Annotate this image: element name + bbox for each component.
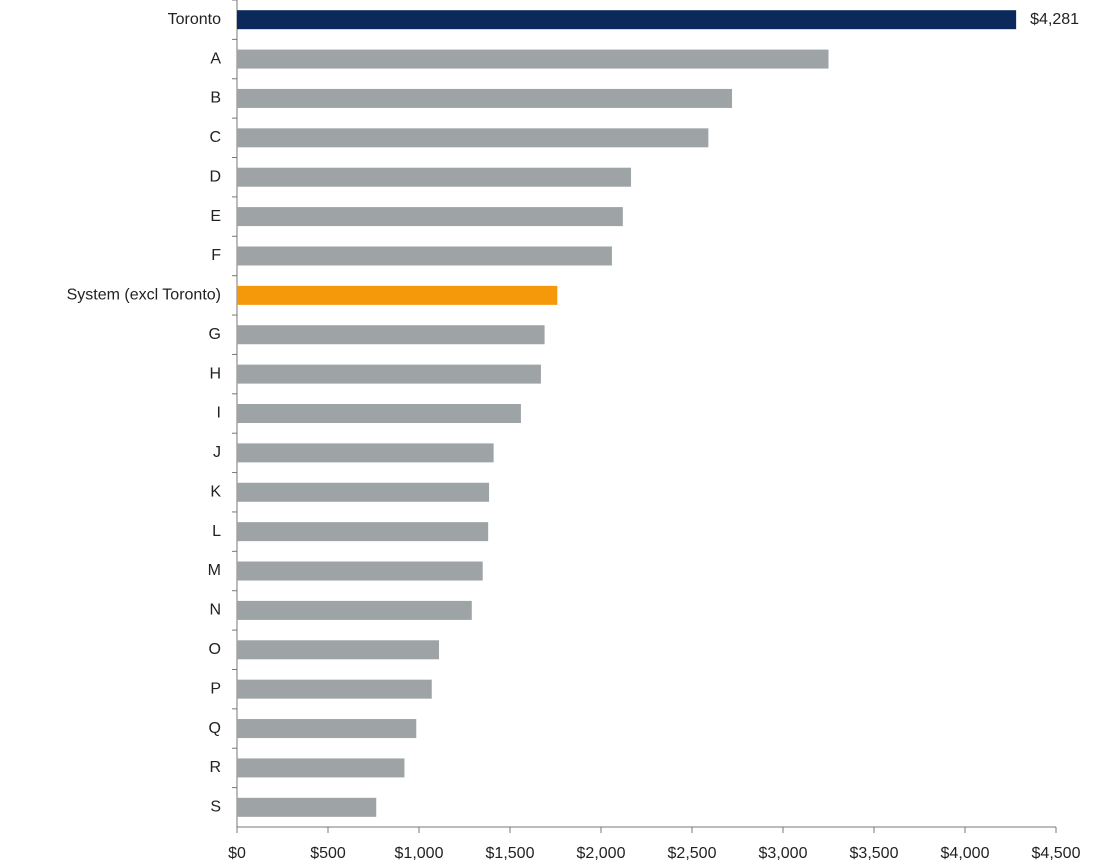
y-tick-label: L: [212, 523, 221, 540]
y-tick-label: M: [208, 562, 221, 579]
x-tick-label: $0: [228, 845, 246, 862]
y-tick-label: N: [209, 602, 221, 619]
bar: [237, 10, 1017, 30]
y-tick-label: D: [209, 168, 221, 185]
value-label: $4,281: [1030, 11, 1079, 28]
bar: [237, 364, 541, 384]
bar: [237, 561, 483, 581]
bar: [237, 128, 709, 148]
y-tick-label: R: [209, 759, 221, 776]
y-tick-label: System (excl Toronto): [67, 287, 221, 304]
y-tick-label: B: [210, 90, 221, 107]
y-tick-label: Toronto: [168, 11, 221, 28]
y-tick-label: A: [210, 50, 221, 67]
x-tick-label: $1,500: [486, 845, 535, 862]
bar: [237, 207, 623, 227]
y-tick-label: F: [211, 247, 221, 264]
y-tick-label: I: [217, 405, 221, 422]
y-tick-label: H: [209, 365, 221, 382]
x-tick-label: $2,500: [668, 845, 717, 862]
bar: [237, 797, 377, 817]
y-tick-label: P: [210, 680, 221, 697]
bar: [237, 325, 545, 345]
bar: [237, 88, 733, 108]
bar: [237, 522, 489, 542]
bar: [237, 640, 440, 660]
bar: [237, 285, 558, 305]
y-tick-label: E: [210, 208, 221, 225]
x-tick-label: $3,500: [850, 845, 899, 862]
bar: [237, 49, 829, 69]
y-tick-label: K: [210, 483, 221, 500]
bar: [237, 758, 405, 778]
x-tick-label: $2,000: [577, 845, 626, 862]
y-tick-label: Q: [209, 720, 221, 737]
x-tick-label: $3,000: [759, 845, 808, 862]
x-tick-label: $500: [310, 845, 346, 862]
bar: [237, 679, 432, 699]
x-tick-label: $4,000: [941, 845, 990, 862]
bar: [237, 482, 490, 502]
bar: [237, 719, 417, 739]
y-tick-label: J: [213, 444, 221, 461]
y-tick-label: C: [209, 129, 221, 146]
bar: [237, 443, 494, 463]
bar: [237, 404, 521, 423]
y-tick-label: O: [209, 641, 221, 658]
bar: [237, 167, 632, 187]
x-tick-label: $1,000: [395, 845, 444, 862]
x-tick-label: $4,500: [1032, 845, 1081, 862]
bar: [237, 600, 472, 620]
bar: [237, 246, 612, 266]
y-tick-label: S: [210, 799, 221, 816]
y-tick-label: G: [209, 326, 221, 343]
